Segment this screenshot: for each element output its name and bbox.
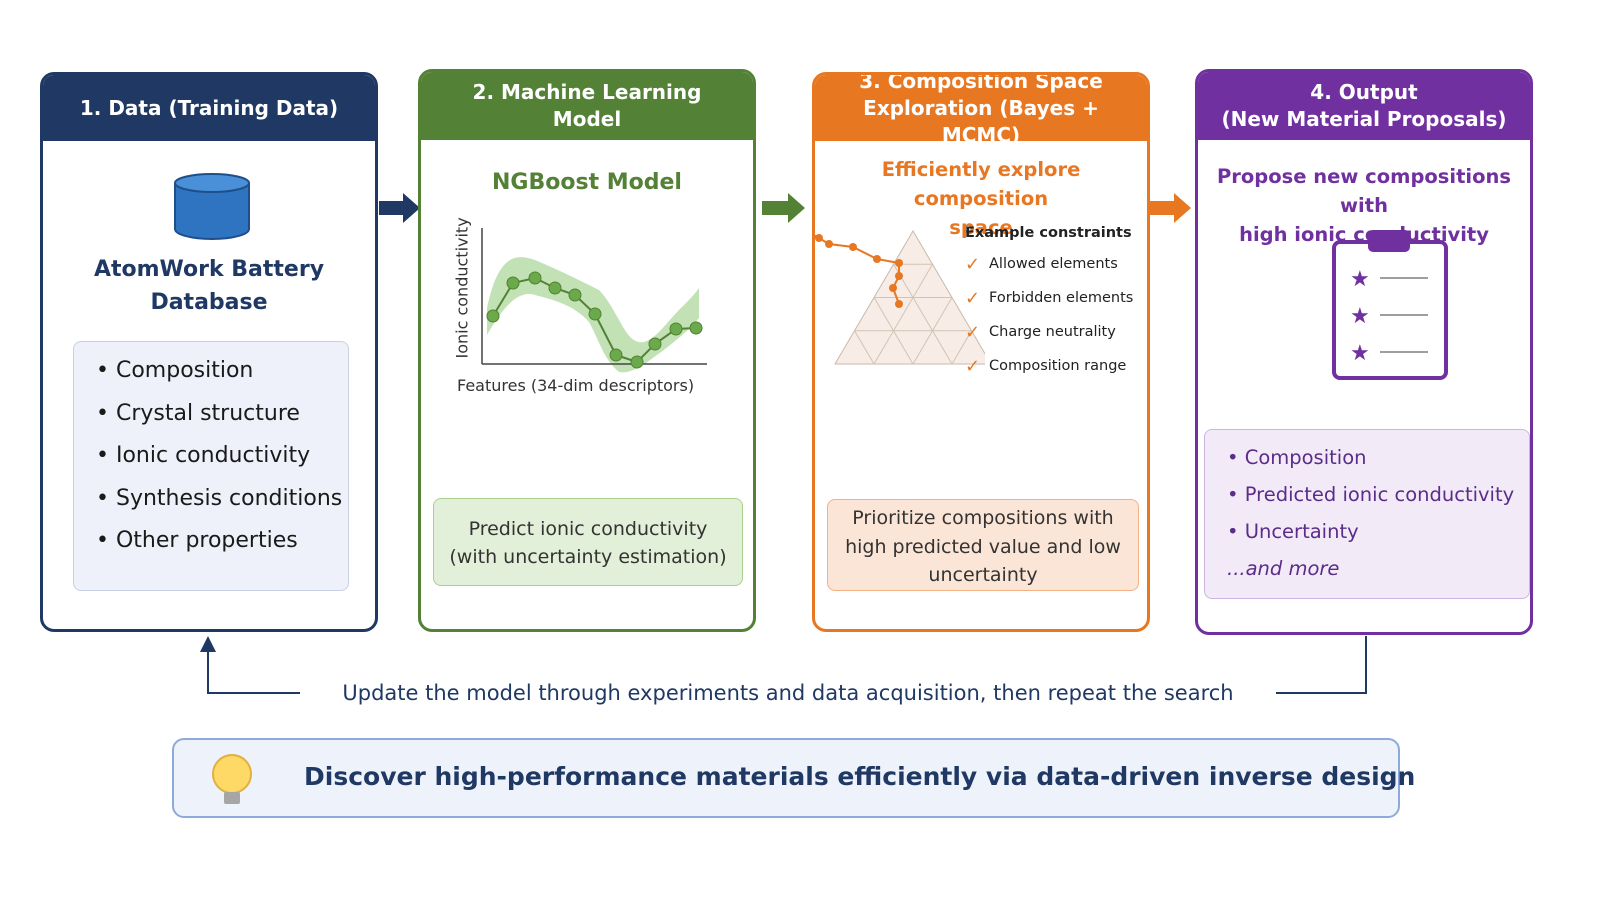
exploration-heading-line1: Efficiently explore composition bbox=[881, 158, 1081, 210]
trajectory-point bbox=[873, 255, 881, 263]
trajectory-point bbox=[895, 259, 903, 267]
checkmark-icon: ✓ bbox=[965, 321, 981, 343]
checkmark-icon: ✓ bbox=[965, 253, 981, 275]
ml-summary-box: Predict ionic conductivity (with uncerta… bbox=[433, 498, 743, 586]
plot-y-label: Ionic conductivity bbox=[452, 217, 472, 359]
list-item: • Composition bbox=[1227, 446, 1367, 469]
data-point bbox=[486, 309, 500, 323]
data-point bbox=[609, 348, 623, 362]
data-point bbox=[669, 322, 683, 336]
ml-summary-line1: Predict ionic conductivity bbox=[468, 518, 708, 540]
feedback-loop-arrow bbox=[200, 636, 1367, 694]
panel-composition-exploration: 3. Composition Space Exploration (Bayes … bbox=[812, 72, 1150, 632]
uncertainty-plot-illustration bbox=[481, 228, 707, 373]
exploration-heading: Efficiently explore composition space bbox=[815, 155, 1147, 242]
list-item: • Composition bbox=[96, 358, 254, 383]
panel-output: 4. Output (New Material Proposals) Propo… bbox=[1195, 69, 1533, 635]
model-name: NGBoost Model bbox=[492, 170, 682, 195]
list-item: • Synthesis conditions bbox=[96, 485, 343, 511]
list-item: • Crystal structure bbox=[96, 400, 300, 426]
list-item: ...and more bbox=[1227, 557, 1514, 594]
clipboard-icon: ★ ★ ★ bbox=[1332, 230, 1448, 380]
trajectory-point bbox=[895, 300, 903, 308]
plot-x-label: Features (34-dim descriptors) bbox=[457, 376, 695, 395]
output-heading-line1: Propose new compositions with bbox=[1216, 165, 1511, 217]
checkmark-icon: ✓ bbox=[965, 355, 981, 377]
data-point bbox=[648, 337, 662, 351]
list-item: • Predicted ionic conductivity bbox=[1227, 483, 1515, 506]
panel-ml-model: 2. Machine Learning Model NGBoost Model … bbox=[418, 69, 756, 632]
data-point bbox=[506, 276, 520, 290]
flow-arrow-3-to-4 bbox=[1148, 193, 1191, 223]
exploration-summary-line1: Prioritize compositions with bbox=[852, 507, 1114, 529]
data-point bbox=[630, 355, 644, 369]
data-point bbox=[528, 271, 542, 285]
constraints-list: ✓ Allowed elements ✓ Forbidden elements ✓ C… bbox=[965, 247, 1133, 383]
panel-data-header: 1. Data (Training Data) bbox=[43, 75, 375, 141]
list-item: ✓ Composition range bbox=[965, 355, 1127, 377]
ternary-diagram-illustration bbox=[815, 230, 985, 365]
data-point bbox=[548, 281, 562, 295]
panel-ml-header: 2. Machine Learning Model bbox=[421, 72, 753, 140]
conclusion-banner: Discover high-performance materials effi… bbox=[172, 738, 1415, 818]
panel-data-title: 1. Data (Training Data) bbox=[79, 95, 339, 120]
output-fields-box: • Composition • Predicted ionic conducti… bbox=[1204, 429, 1530, 599]
flow-arrow-1-to-2 bbox=[379, 193, 420, 223]
panel-output-header: 4. Output (New Material Proposals) bbox=[1198, 72, 1530, 140]
svg-text:★: ★ bbox=[1350, 341, 1370, 366]
exploration-heading-line2: space bbox=[949, 216, 1013, 239]
trajectory-point bbox=[815, 234, 823, 242]
list-item: • Other properties bbox=[96, 528, 298, 553]
svg-text:★: ★ bbox=[1350, 267, 1370, 292]
exploration-summary-line2: high predicted value and low bbox=[845, 535, 1121, 558]
exploration-summary-line3: uncertainty bbox=[928, 564, 1038, 586]
panel-ml-title-line1: 2. Machine Learning bbox=[472, 80, 702, 104]
panel-output-title-line1: 4. Output bbox=[1310, 80, 1418, 104]
panel-output-title-line2: (New Material Proposals) bbox=[1221, 107, 1507, 131]
trajectory-point bbox=[895, 272, 903, 280]
data-point bbox=[689, 321, 703, 335]
data-point bbox=[568, 288, 582, 302]
and-more-text: ...and more bbox=[1227, 557, 1340, 580]
lightbulb-icon bbox=[212, 754, 252, 804]
conclusion-text: Discover high-performance materials effi… bbox=[304, 762, 1416, 791]
exploration-summary-text: Prioritize compositions with high predic… bbox=[828, 504, 1138, 590]
database-name: AtomWork Battery Database bbox=[43, 253, 375, 319]
database-icon bbox=[174, 173, 250, 240]
data-fields-box: • Composition • Crystal structure • Ioni… bbox=[73, 341, 349, 591]
exploration-summary-box: Prioritize compositions with high predic… bbox=[827, 499, 1139, 591]
svg-text:★: ★ bbox=[1350, 304, 1370, 329]
list-item: ✓ Allowed elements bbox=[965, 253, 1118, 275]
panel-exploration-title-line1: 3. Composition Space bbox=[859, 72, 1103, 93]
checkmark-icon: ✓ bbox=[965, 287, 981, 309]
data-point bbox=[588, 307, 602, 321]
trajectory-point bbox=[849, 243, 857, 251]
panel-data: 1. Data (Training Data) AtomWork Battery… bbox=[40, 72, 378, 632]
constraints-title: Example constraints bbox=[965, 225, 1132, 241]
database-name-line2: Database bbox=[150, 290, 268, 315]
list-item: ✓ Forbidden elements bbox=[965, 287, 1134, 309]
panel-exploration-title-line2: Exploration (Bayes + MCMC) bbox=[863, 95, 1099, 147]
list-item: ✓ Charge neutrality bbox=[965, 321, 1116, 343]
trajectory-point bbox=[825, 240, 833, 248]
ml-summary-line2: (with uncertainty estimation) bbox=[449, 546, 727, 568]
panel-exploration-header: 3. Composition Space Exploration (Bayes … bbox=[815, 72, 1147, 147]
ml-summary-text: Predict ionic conductivity (with uncerta… bbox=[434, 515, 742, 571]
feedback-text: Update the model through experiments and… bbox=[342, 681, 1234, 705]
output-fields-list: • Composition • Predicted ionic conducti… bbox=[1227, 446, 1514, 594]
trajectory-point bbox=[889, 284, 897, 292]
panel-ml-title-line2: Model bbox=[552, 107, 622, 131]
list-item: • Ionic conductivity bbox=[96, 443, 311, 468]
list-item: • Uncertainty bbox=[1227, 520, 1359, 543]
data-fields-list: • Composition • Crystal structure • Ioni… bbox=[96, 358, 342, 571]
database-name-line1: AtomWork Battery bbox=[93, 257, 325, 282]
flow-arrow-2-to-3 bbox=[762, 193, 805, 223]
